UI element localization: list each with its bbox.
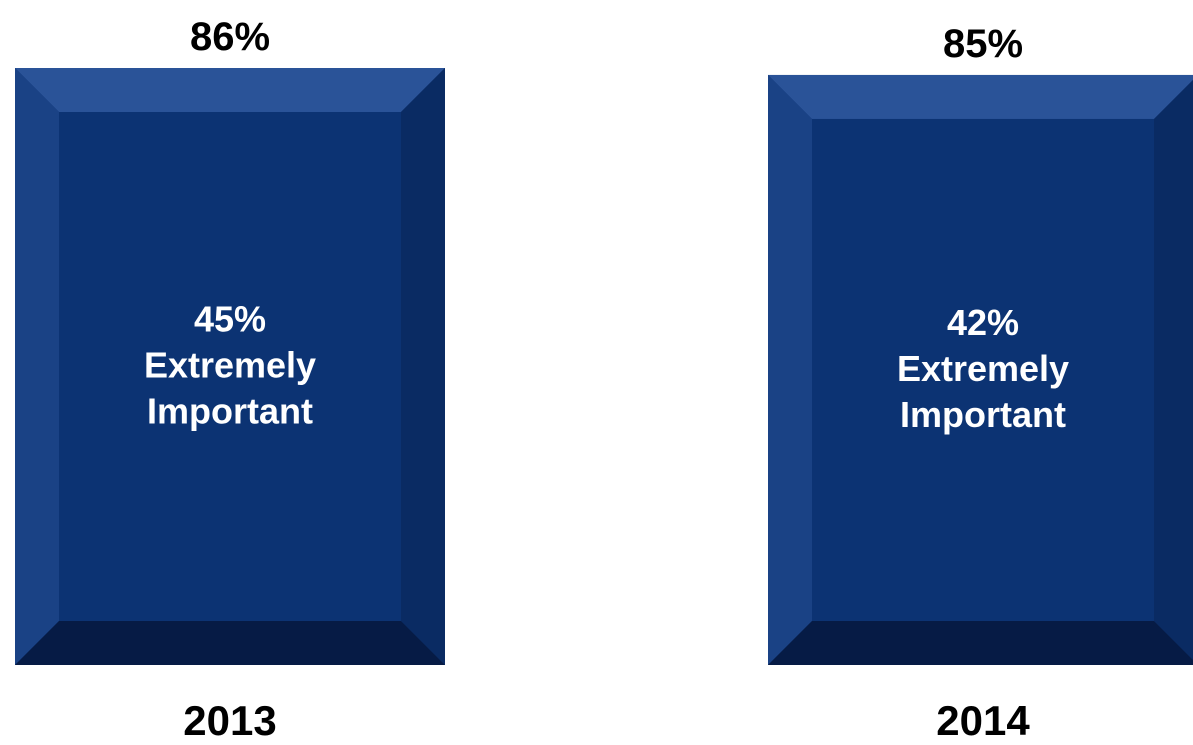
- segment-label-line: 45%: [194, 299, 266, 340]
- labels-layer: 86% 45% Extremely Important 2013 85% 42% Extrem…: [144, 15, 1069, 744]
- bar-2014: [768, 74, 1193, 665]
- bar-bevel-top: [768, 74, 1193, 119]
- bar-bevel-left: [15, 68, 59, 665]
- category-label-2014: 2014: [936, 697, 1030, 744]
- bar-face: [812, 118, 1154, 621]
- bar-bevel-bottom: [15, 621, 445, 665]
- value-label-2014: 85%: [943, 22, 1023, 66]
- segment-label-line: Extremely: [897, 348, 1069, 389]
- category-label-2013: 2013: [183, 697, 276, 744]
- segment-label-2013: 45% Extremely Important: [144, 299, 316, 432]
- bar-bevel-right: [401, 68, 445, 665]
- value-label-2013: 86%: [190, 15, 270, 59]
- segment-label-line: Extremely: [144, 345, 316, 386]
- bar-bevel-left: [768, 74, 812, 665]
- bar-bevel-top: [15, 68, 445, 112]
- bar-bevel-bottom: [768, 621, 1193, 665]
- segment-label-line: Important: [900, 394, 1066, 435]
- segment-label-2014: 42% Extremely Important: [897, 302, 1069, 435]
- bars-layer: [15, 68, 1193, 665]
- bar-2013: [15, 68, 445, 665]
- segment-label-line: Important: [147, 391, 313, 432]
- bar-face: [59, 112, 401, 621]
- bar-bevel-right: [1154, 79, 1193, 660]
- segment-label-line: 42%: [947, 302, 1019, 343]
